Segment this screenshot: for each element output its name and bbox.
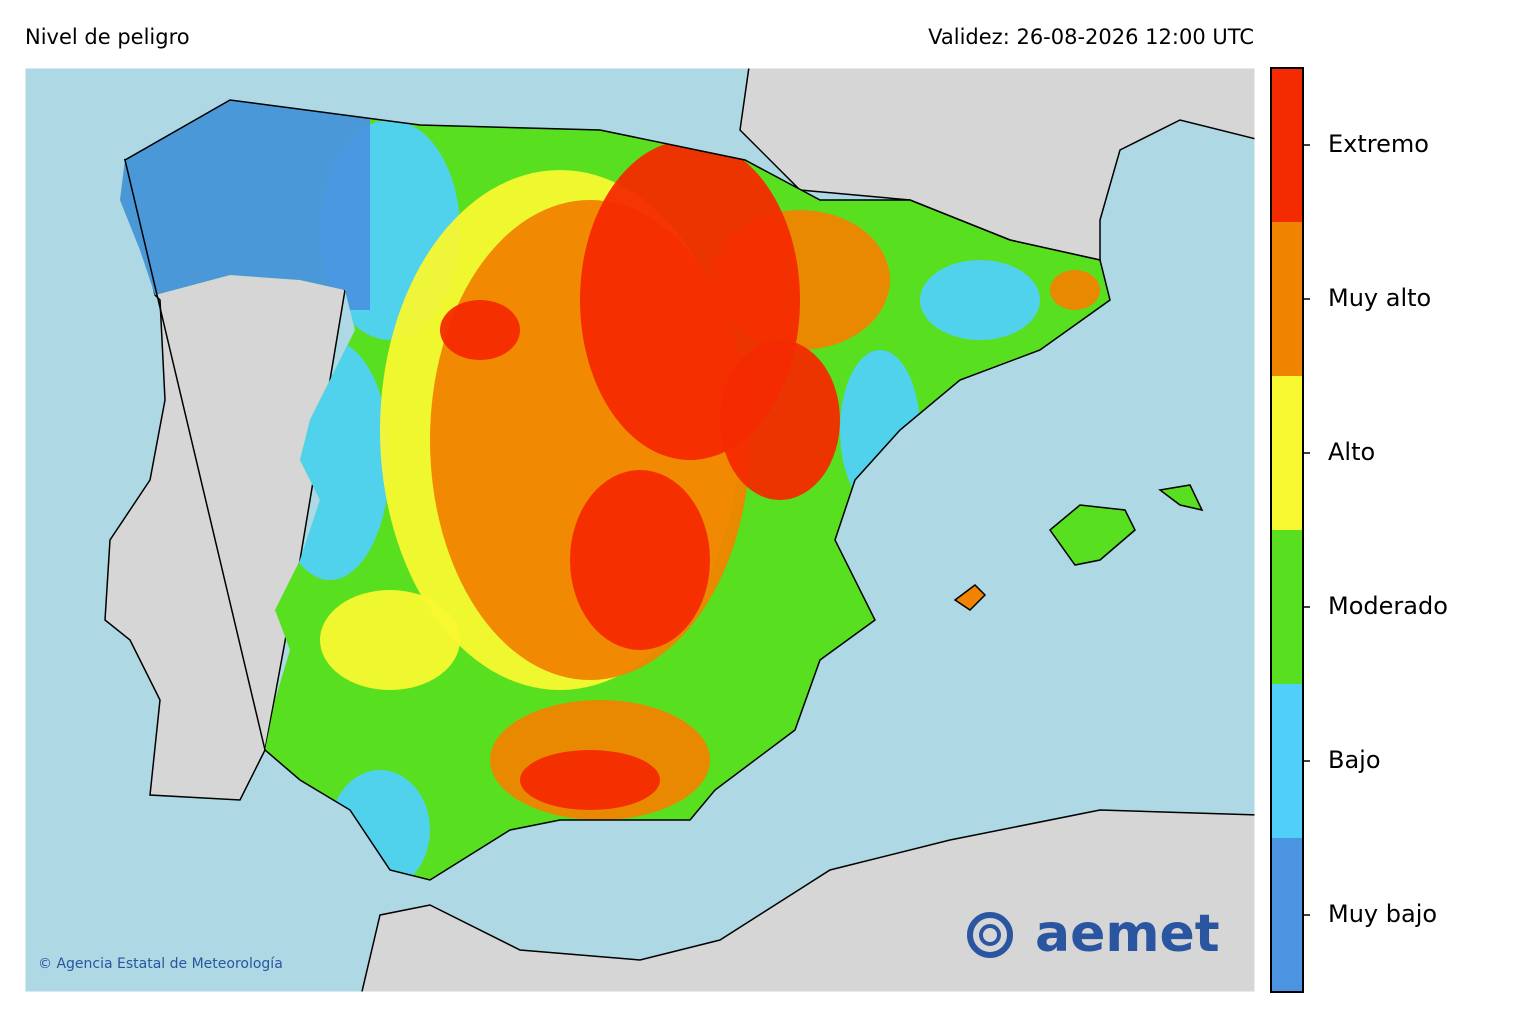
legend-label: Bajo [1328,746,1381,774]
logo: aemet [967,904,1220,964]
zone [920,260,1040,340]
map: © Agencia Estatal de Meteorología aemet [25,68,1255,992]
map-title: Nivel de peligro [25,25,190,49]
color-band [1271,530,1303,684]
copyright: © Agencia Estatal de Meteorología [38,956,283,972]
color-band [1271,222,1303,376]
color-band [1271,684,1303,838]
legend-label: Muy alto [1328,284,1431,312]
spain-coast [124,99,1111,881]
island [1048,504,1136,566]
zone [320,590,460,690]
island [953,584,987,611]
color-band [1271,838,1303,992]
legend-label: Moderado [1328,592,1448,620]
land-france [739,68,1255,261]
zone [570,470,710,650]
validity: Validez: 26-08-2026 12:00 UTC [928,25,1254,49]
zone [720,340,840,500]
colorbar: Muy bajo Bajo Moderado Alto Muy alto Extremo [1270,67,1448,993]
logo-text: aemet [1035,904,1220,964]
color-band [1271,376,1303,530]
legend-label: Muy bajo [1328,900,1437,928]
colorbar-frame [1270,67,1304,993]
map-frame [24,67,1256,993]
island [1158,484,1204,512]
land-africa [361,809,1255,992]
legend-label: Alto [1328,438,1375,466]
balearic-islands [953,484,1204,611]
zone [1050,270,1100,310]
legend-label: Extremo [1328,130,1429,158]
zone [520,750,660,810]
color-band [1271,68,1303,222]
zone [440,300,520,360]
